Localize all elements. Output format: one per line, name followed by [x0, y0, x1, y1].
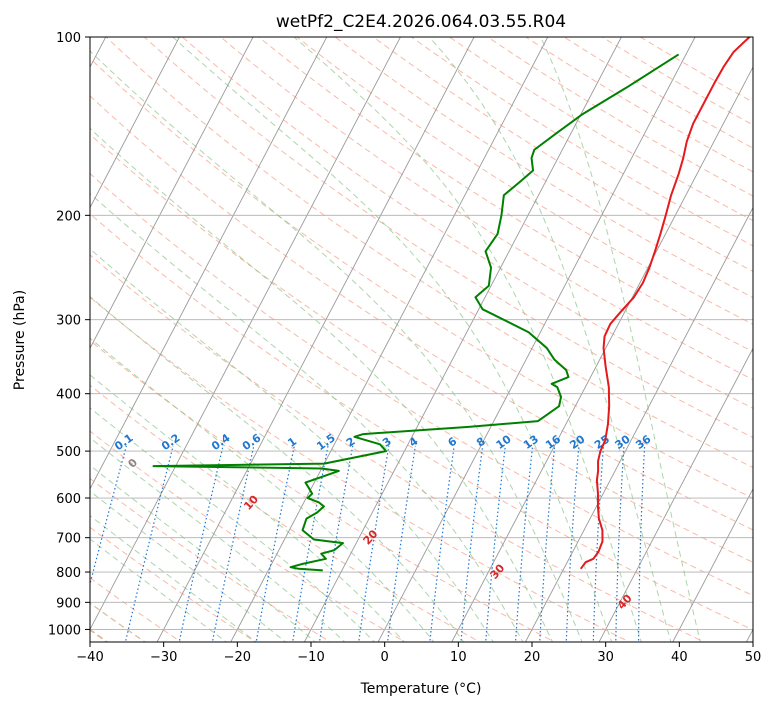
mixing-ratio-line	[592, 445, 605, 642]
x-tick-label: −10	[297, 650, 324, 665]
x-tick-label: 0	[381, 650, 389, 665]
mixing-ratio-line	[292, 445, 329, 642]
mixing-ratio-line	[429, 445, 455, 642]
x-tick-label: 30	[597, 650, 614, 665]
moist-adiabat-line	[90, 538, 228, 642]
profile-series	[152, 37, 752, 572]
pressure-gridlines	[90, 37, 753, 630]
mixing-ratio-line	[358, 445, 390, 642]
moist-adiabat-line	[90, 374, 405, 642]
moist-adiabat-line	[90, 514, 257, 642]
plot-frame	[89, 36, 754, 643]
mixing-ratio-line	[211, 445, 255, 642]
isotherm-line	[672, 487, 753, 642]
y-tick-label: 900	[56, 596, 81, 611]
y-tick-label: 700	[56, 532, 81, 547]
mixing-ratio-line	[318, 445, 354, 642]
y-tick-label: 200	[56, 209, 81, 224]
y-tick-label: 1000	[48, 623, 81, 638]
dry-adiabat-line	[143, 37, 753, 439]
moist-adiabat-line	[90, 295, 465, 642]
mixing-ratio-line	[637, 445, 646, 642]
isotherm-line	[90, 37, 180, 209]
mixing-ratio-line	[255, 445, 295, 642]
moist-adiabat-line	[90, 248, 494, 642]
dry-adiabat-line	[181, 37, 753, 409]
isotherm-line	[90, 37, 401, 631]
dry-adiabat-line	[90, 339, 556, 642]
x-tick-label: 20	[524, 650, 541, 665]
y-tick-label: 300	[56, 314, 81, 329]
mixing-ratio-line	[124, 445, 174, 642]
dry-adiabat-line	[90, 172, 753, 597]
y-tick-label: 100	[56, 31, 81, 46]
y-axis-label: Pressure (hPa)	[12, 290, 28, 390]
dry-adiabat-line	[90, 57, 753, 499]
isotherm-line	[451, 66, 753, 642]
x-tick-label: 50	[745, 650, 762, 665]
moist-adiabat-line	[90, 337, 435, 642]
isotherm-line	[598, 347, 753, 642]
y-tick-label: 600	[56, 492, 81, 507]
dewpoint-profile-line	[152, 53, 680, 572]
x-tick-label: 40	[671, 650, 688, 665]
moist-adiabat-line	[90, 127, 554, 642]
mixing-ratio-line	[386, 445, 417, 642]
dry-adiabat-line	[90, 95, 753, 531]
y-axis-ticks: 1000 900 800 700 600 500 400 300 200 100	[48, 31, 90, 638]
x-tick-label: −40	[76, 650, 103, 665]
x-tick-label: 10	[450, 650, 467, 665]
mixing-ratio-line	[485, 445, 506, 642]
y-tick-label: 800	[56, 566, 81, 581]
x-tick-label: −30	[150, 650, 177, 665]
moist-adiabat-line	[90, 437, 346, 642]
mixing-ratio-line	[514, 445, 534, 642]
isotherm-line	[90, 37, 328, 490]
mixing-ratio-line	[615, 445, 625, 642]
isotherm-line	[230, 37, 549, 642]
isotherm-line	[525, 206, 753, 642]
isotherm-line	[304, 37, 622, 642]
isotherm-line	[156, 37, 475, 642]
mixing-ratio-line	[565, 445, 580, 642]
x-axis-ticks: −40 −30 −20 −10 0 10 20 30 40 50	[76, 642, 761, 665]
moist-adiabat-line	[90, 407, 376, 642]
dry-adiabat-line	[90, 213, 753, 631]
mixing-ratio-lines	[90, 445, 646, 642]
mixing-ratio-line	[460, 445, 484, 642]
mixing-ratio-line	[178, 445, 224, 642]
dry-adiabat-line	[296, 37, 753, 325]
moist-adiabat-line	[90, 464, 316, 642]
y-tick-label: 400	[56, 388, 81, 403]
chart-title: wetPf2_C2E4.2026.064.03.55.R04	[276, 12, 566, 32]
mixing-ratio-line	[539, 445, 556, 642]
isotherm-line	[90, 37, 254, 350]
x-axis-label: Temperature (°C)	[360, 681, 482, 697]
temperature-profile-line	[579, 37, 752, 570]
y-tick-label: 500	[56, 445, 81, 460]
x-tick-label: −20	[224, 650, 251, 665]
dry-adiabat-line	[334, 37, 753, 299]
plot-area: -100-90-80-70-60-50-40-30-20-10010203040…	[90, 37, 753, 642]
